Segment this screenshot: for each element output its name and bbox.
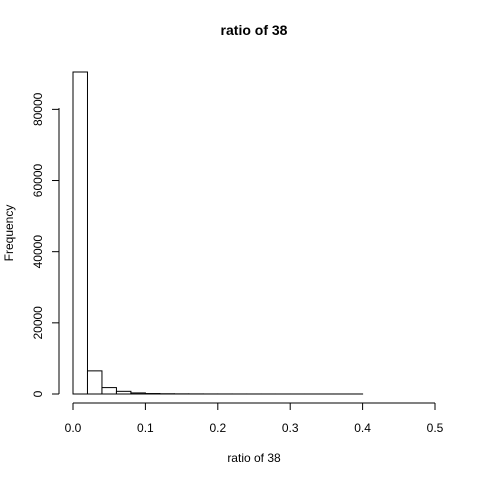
y-tick-label: 60000 [31,164,45,198]
y-tick-label: 80000 [31,92,45,126]
x-tick-label: 0.4 [354,421,371,435]
chart-title: ratio of 38 [221,22,288,38]
bars-group [72,71,364,395]
x-tick-label: 0.0 [65,421,82,435]
histogram-bar [101,387,117,395]
y-axis-label: Frequency [2,205,16,262]
y-tick-label: 0 [31,390,45,397]
x-tick-label: 0.1 [137,421,154,435]
histogram-bar [115,390,132,395]
histogram-bar [86,370,103,395]
x-tick-label: 0.2 [209,421,226,435]
y-tick-label: 20000 [31,306,45,340]
x-axis: 0.0 0.1 0.2 0.3 0.4 0.5 [65,402,444,435]
histogram-bar [72,71,88,395]
x-tick-label: 0.5 [427,421,444,435]
histogram-bar [130,392,146,395]
x-axis-label: ratio of 38 [227,451,281,465]
x-tick-label: 0.3 [282,421,299,435]
y-axis: 0 20000 40000 60000 80000 [31,92,60,397]
y-tick-label: 40000 [31,235,45,269]
